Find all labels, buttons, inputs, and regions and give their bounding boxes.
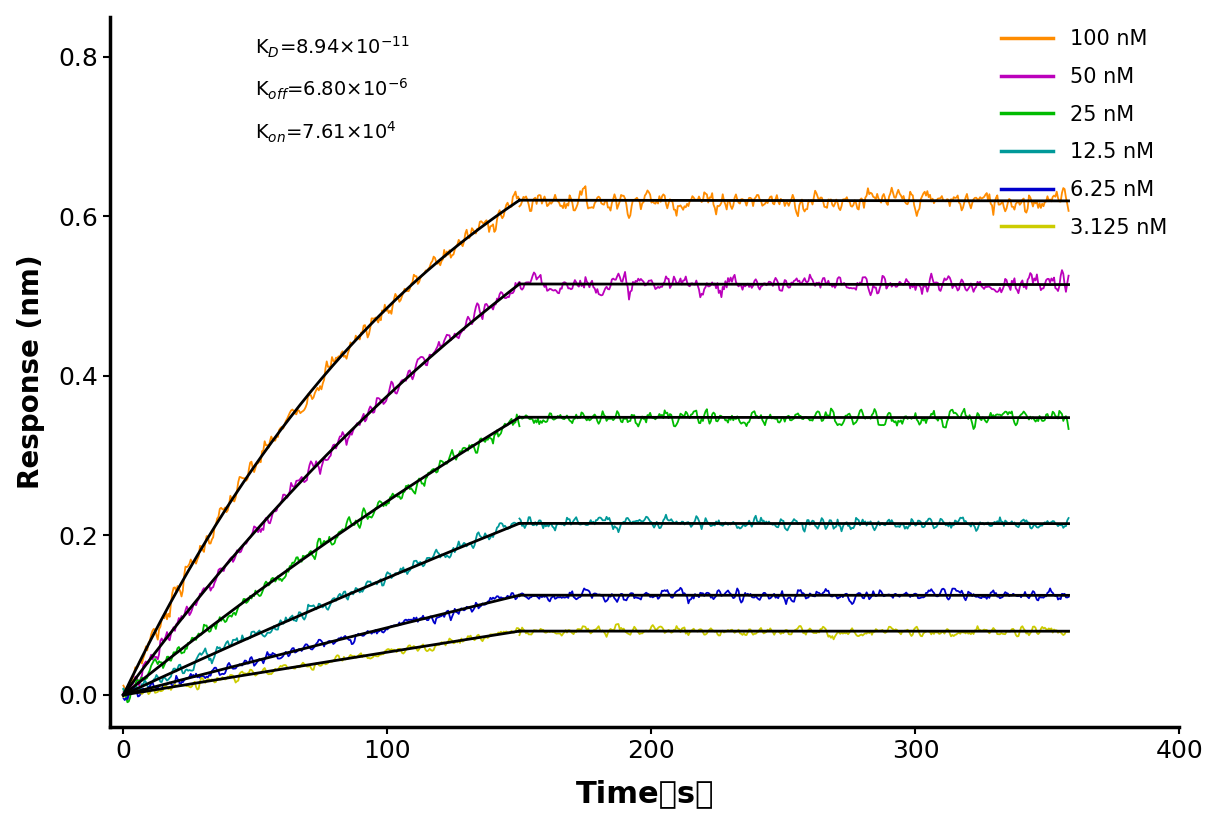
- Text: K$_{off}$=6.80×10$^{-6}$: K$_{off}$=6.80×10$^{-6}$: [255, 77, 407, 102]
- Text: K$_{on}$=7.61×10$^{4}$: K$_{on}$=7.61×10$^{4}$: [255, 120, 396, 145]
- Legend: 100 nM, 50 nM, 25 nM, 12.5 nM, 6.25 nM, 3.125 nM: 100 nM, 50 nM, 25 nM, 12.5 nM, 6.25 nM, …: [993, 21, 1175, 246]
- Y-axis label: Response (nm): Response (nm): [17, 254, 45, 489]
- Text: K$_D$=8.94×10$^{-11}$: K$_D$=8.94×10$^{-11}$: [255, 35, 409, 59]
- X-axis label: Time（s）: Time（s）: [576, 780, 714, 808]
